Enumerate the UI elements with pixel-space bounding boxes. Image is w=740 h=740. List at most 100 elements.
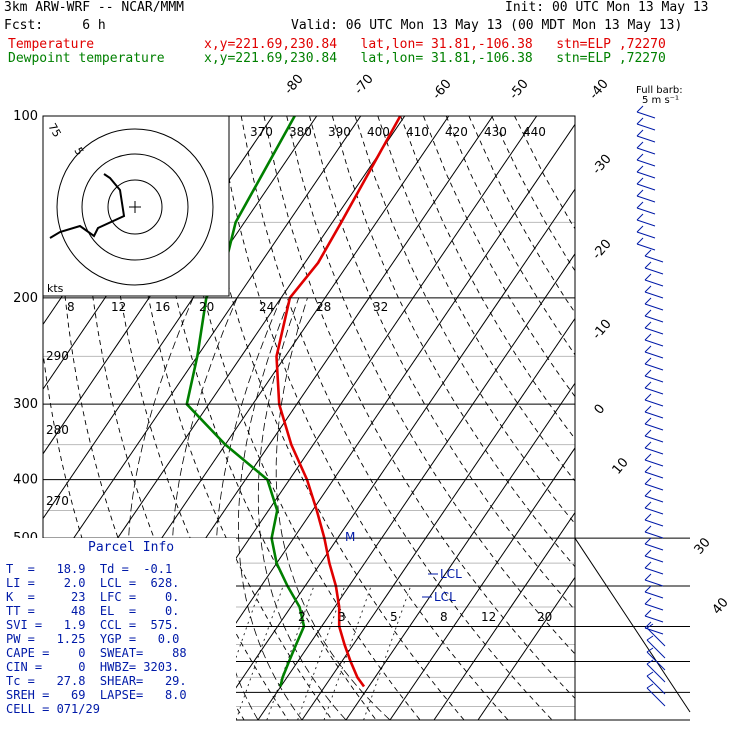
- isotherm-line: [43, 116, 362, 585]
- wind-barb: [644, 357, 652, 365]
- dry-adiabat: [217, 116, 509, 720]
- dry-adiabat: [491, 116, 575, 272]
- wind-barb: [636, 171, 656, 179]
- dry-adiabat: [126, 116, 333, 720]
- wind-barb: [644, 351, 664, 359]
- pressure-tick-label: 100: [13, 109, 38, 124]
- wind-barb: [644, 435, 664, 443]
- wind-barb: [644, 519, 664, 527]
- wind-barb: [644, 423, 664, 431]
- wind-barb: [636, 237, 644, 245]
- isotherm-line: [257, 252, 575, 720]
- mixing-ratio-label: 5: [390, 610, 398, 624]
- parcel-info-row: Tc = 27.8 SHEAR= 29.: [6, 674, 187, 688]
- wind-barb: [644, 501, 652, 509]
- barb-legend: Full barb:: [636, 85, 683, 96]
- mixing-ratio-label: 3: [338, 610, 346, 624]
- wind-barb: [644, 525, 652, 533]
- wind-barb: [646, 663, 666, 683]
- hodograph-trace: [49, 173, 126, 239]
- wind-barb: [636, 195, 656, 203]
- dry-adiabat: [195, 116, 465, 720]
- wind-barb: [644, 363, 664, 371]
- pressure-tick-label: 200: [13, 291, 38, 306]
- wind-barb: [644, 249, 652, 257]
- isotherm-line: [389, 447, 575, 720]
- parcel-info-row: SREH = 69 LAPSE= 8.0: [6, 688, 187, 702]
- wind-barb: [644, 381, 652, 389]
- wind-barb: [644, 297, 652, 305]
- wind-barb: [644, 489, 652, 497]
- wind-barb: [636, 153, 644, 161]
- dry-adiabat: [377, 116, 575, 482]
- wind-barb: [644, 549, 652, 557]
- valid-time: Valid: 06 UTC Mon 13 May 13 (00 MDT Mon …: [291, 18, 683, 33]
- hodograph-ring-label: 75: [45, 121, 63, 140]
- wind-barb: [644, 399, 664, 407]
- marker-lcl: LCL: [440, 567, 462, 581]
- wind-barb: [644, 591, 664, 599]
- wind-barb: [644, 459, 664, 467]
- parcel-info-row: LI = 2.0 LCL = 628.: [6, 576, 180, 590]
- dry-adiabat: [468, 116, 575, 314]
- dry-adiabat: [514, 116, 575, 230]
- wind-barb: [644, 495, 664, 503]
- dry-adiabat: [331, 116, 575, 568]
- wind-barb: [644, 315, 664, 323]
- hodograph-inset: [42, 115, 230, 297]
- wind-barb: [646, 683, 654, 689]
- wind-barb: [636, 135, 656, 143]
- wind-barb: [644, 447, 664, 455]
- wind-barb: [644, 483, 664, 491]
- model-title: 3km ARW-WRF -- NCAR/MMM: [4, 0, 185, 15]
- wind-barb: [646, 651, 666, 671]
- hodograph-scale-tick: 8: [67, 300, 75, 314]
- wind-barb: [644, 321, 652, 329]
- wind-barb: [644, 339, 664, 347]
- plot-frame: [42, 115, 576, 721]
- wind-barb: [644, 333, 652, 341]
- wind-barb: [644, 453, 652, 461]
- wind-barbs: [636, 105, 666, 707]
- wind-barb: [646, 635, 654, 641]
- dry-adiabat: [309, 116, 575, 611]
- wind-barb: [644, 291, 664, 299]
- legend-dewpoint-location: x,y=221.69,230.84 lat,lon= 31.81,-106.38…: [204, 51, 666, 66]
- wind-barb: [644, 585, 652, 593]
- hodograph-scale-tick: 32: [373, 300, 388, 314]
- wind-barb: [636, 123, 656, 131]
- wind-barb: [636, 189, 644, 197]
- wind-barb: [636, 201, 644, 209]
- parcel-info-row: T = 18.9 Td = -0.1: [6, 562, 173, 576]
- theta-label: 400: [367, 125, 390, 139]
- temperature-tick-label: -50: [507, 77, 532, 103]
- wind-barb: [644, 345, 652, 353]
- theta-label: 430: [484, 125, 507, 139]
- wind-barb: [636, 147, 656, 155]
- wind-barb: [644, 261, 652, 269]
- pressure-tick-label: 300: [13, 397, 38, 412]
- wind-barb: [644, 567, 664, 575]
- dry-adiabat: [445, 116, 575, 356]
- parcel-info-row: K = 23 LFC = 0.: [6, 590, 180, 604]
- theta-label: 420: [445, 125, 468, 139]
- hodograph-units: kts: [47, 282, 64, 295]
- frame-diagonal: [574, 537, 691, 713]
- wind-barb: [646, 687, 666, 707]
- hodograph-box: [42, 115, 230, 297]
- hodograph-scale-tick: 16: [155, 300, 170, 314]
- wind-barb: [644, 429, 652, 437]
- wind-barb: [646, 639, 666, 659]
- wind-barb: [644, 513, 652, 521]
- wind-barb: [644, 471, 664, 479]
- wind-barb: [644, 477, 652, 485]
- temperature-tick-label: -80: [282, 72, 307, 98]
- isotherm-line: [169, 123, 575, 720]
- mixing-ratio-label: 20: [537, 610, 552, 624]
- wind-barb: [644, 327, 664, 335]
- wind-barb: [636, 243, 656, 251]
- parcel-info-row: CAPE = 0 SWEAT= 88: [6, 646, 187, 660]
- wind-barb: [644, 537, 652, 545]
- wind-barb: [636, 219, 656, 227]
- wind-barb: [644, 573, 652, 581]
